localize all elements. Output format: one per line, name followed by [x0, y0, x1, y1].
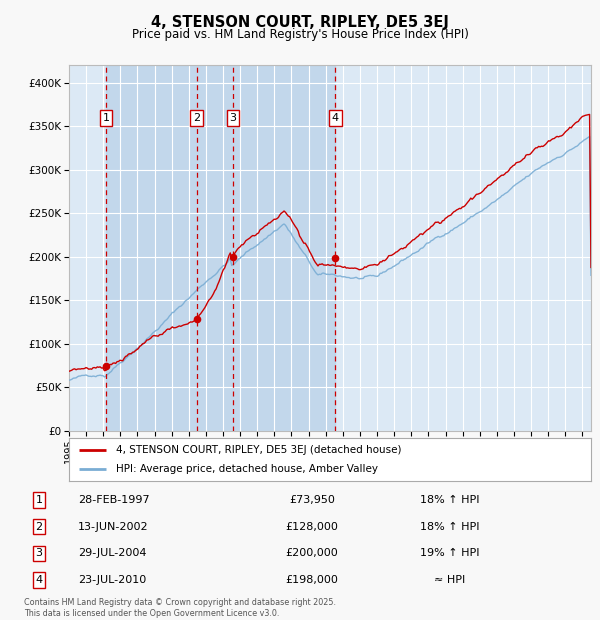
Text: £128,000: £128,000 — [286, 521, 338, 532]
Text: £73,950: £73,950 — [289, 495, 335, 505]
Text: Contains HM Land Registry data © Crown copyright and database right 2025.
This d: Contains HM Land Registry data © Crown c… — [24, 598, 336, 618]
Text: 4: 4 — [332, 113, 339, 123]
Text: 2: 2 — [193, 113, 200, 123]
Text: 2: 2 — [35, 521, 43, 532]
Text: 4, STENSON COURT, RIPLEY, DE5 3EJ (detached house): 4, STENSON COURT, RIPLEY, DE5 3EJ (detac… — [116, 445, 401, 454]
Text: 4: 4 — [35, 575, 43, 585]
Text: £198,000: £198,000 — [286, 575, 338, 585]
Text: 28-FEB-1997: 28-FEB-1997 — [78, 495, 149, 505]
Text: 29-JUL-2004: 29-JUL-2004 — [78, 548, 146, 559]
Text: 18% ↑ HPI: 18% ↑ HPI — [420, 495, 480, 505]
Text: ≈ HPI: ≈ HPI — [434, 575, 466, 585]
Text: 18% ↑ HPI: 18% ↑ HPI — [420, 521, 480, 532]
Text: 19% ↑ HPI: 19% ↑ HPI — [420, 548, 480, 559]
Text: 3: 3 — [229, 113, 236, 123]
Text: 23-JUL-2010: 23-JUL-2010 — [78, 575, 146, 585]
Text: 4, STENSON COURT, RIPLEY, DE5 3EJ: 4, STENSON COURT, RIPLEY, DE5 3EJ — [151, 16, 449, 30]
Text: £200,000: £200,000 — [286, 548, 338, 559]
Text: 13-JUN-2002: 13-JUN-2002 — [78, 521, 149, 532]
Bar — [106, 65, 335, 431]
Text: 1: 1 — [35, 495, 43, 505]
Text: 1: 1 — [103, 113, 109, 123]
Text: 3: 3 — [35, 548, 43, 559]
Text: HPI: Average price, detached house, Amber Valley: HPI: Average price, detached house, Ambe… — [116, 464, 378, 474]
Text: Price paid vs. HM Land Registry's House Price Index (HPI): Price paid vs. HM Land Registry's House … — [131, 28, 469, 41]
